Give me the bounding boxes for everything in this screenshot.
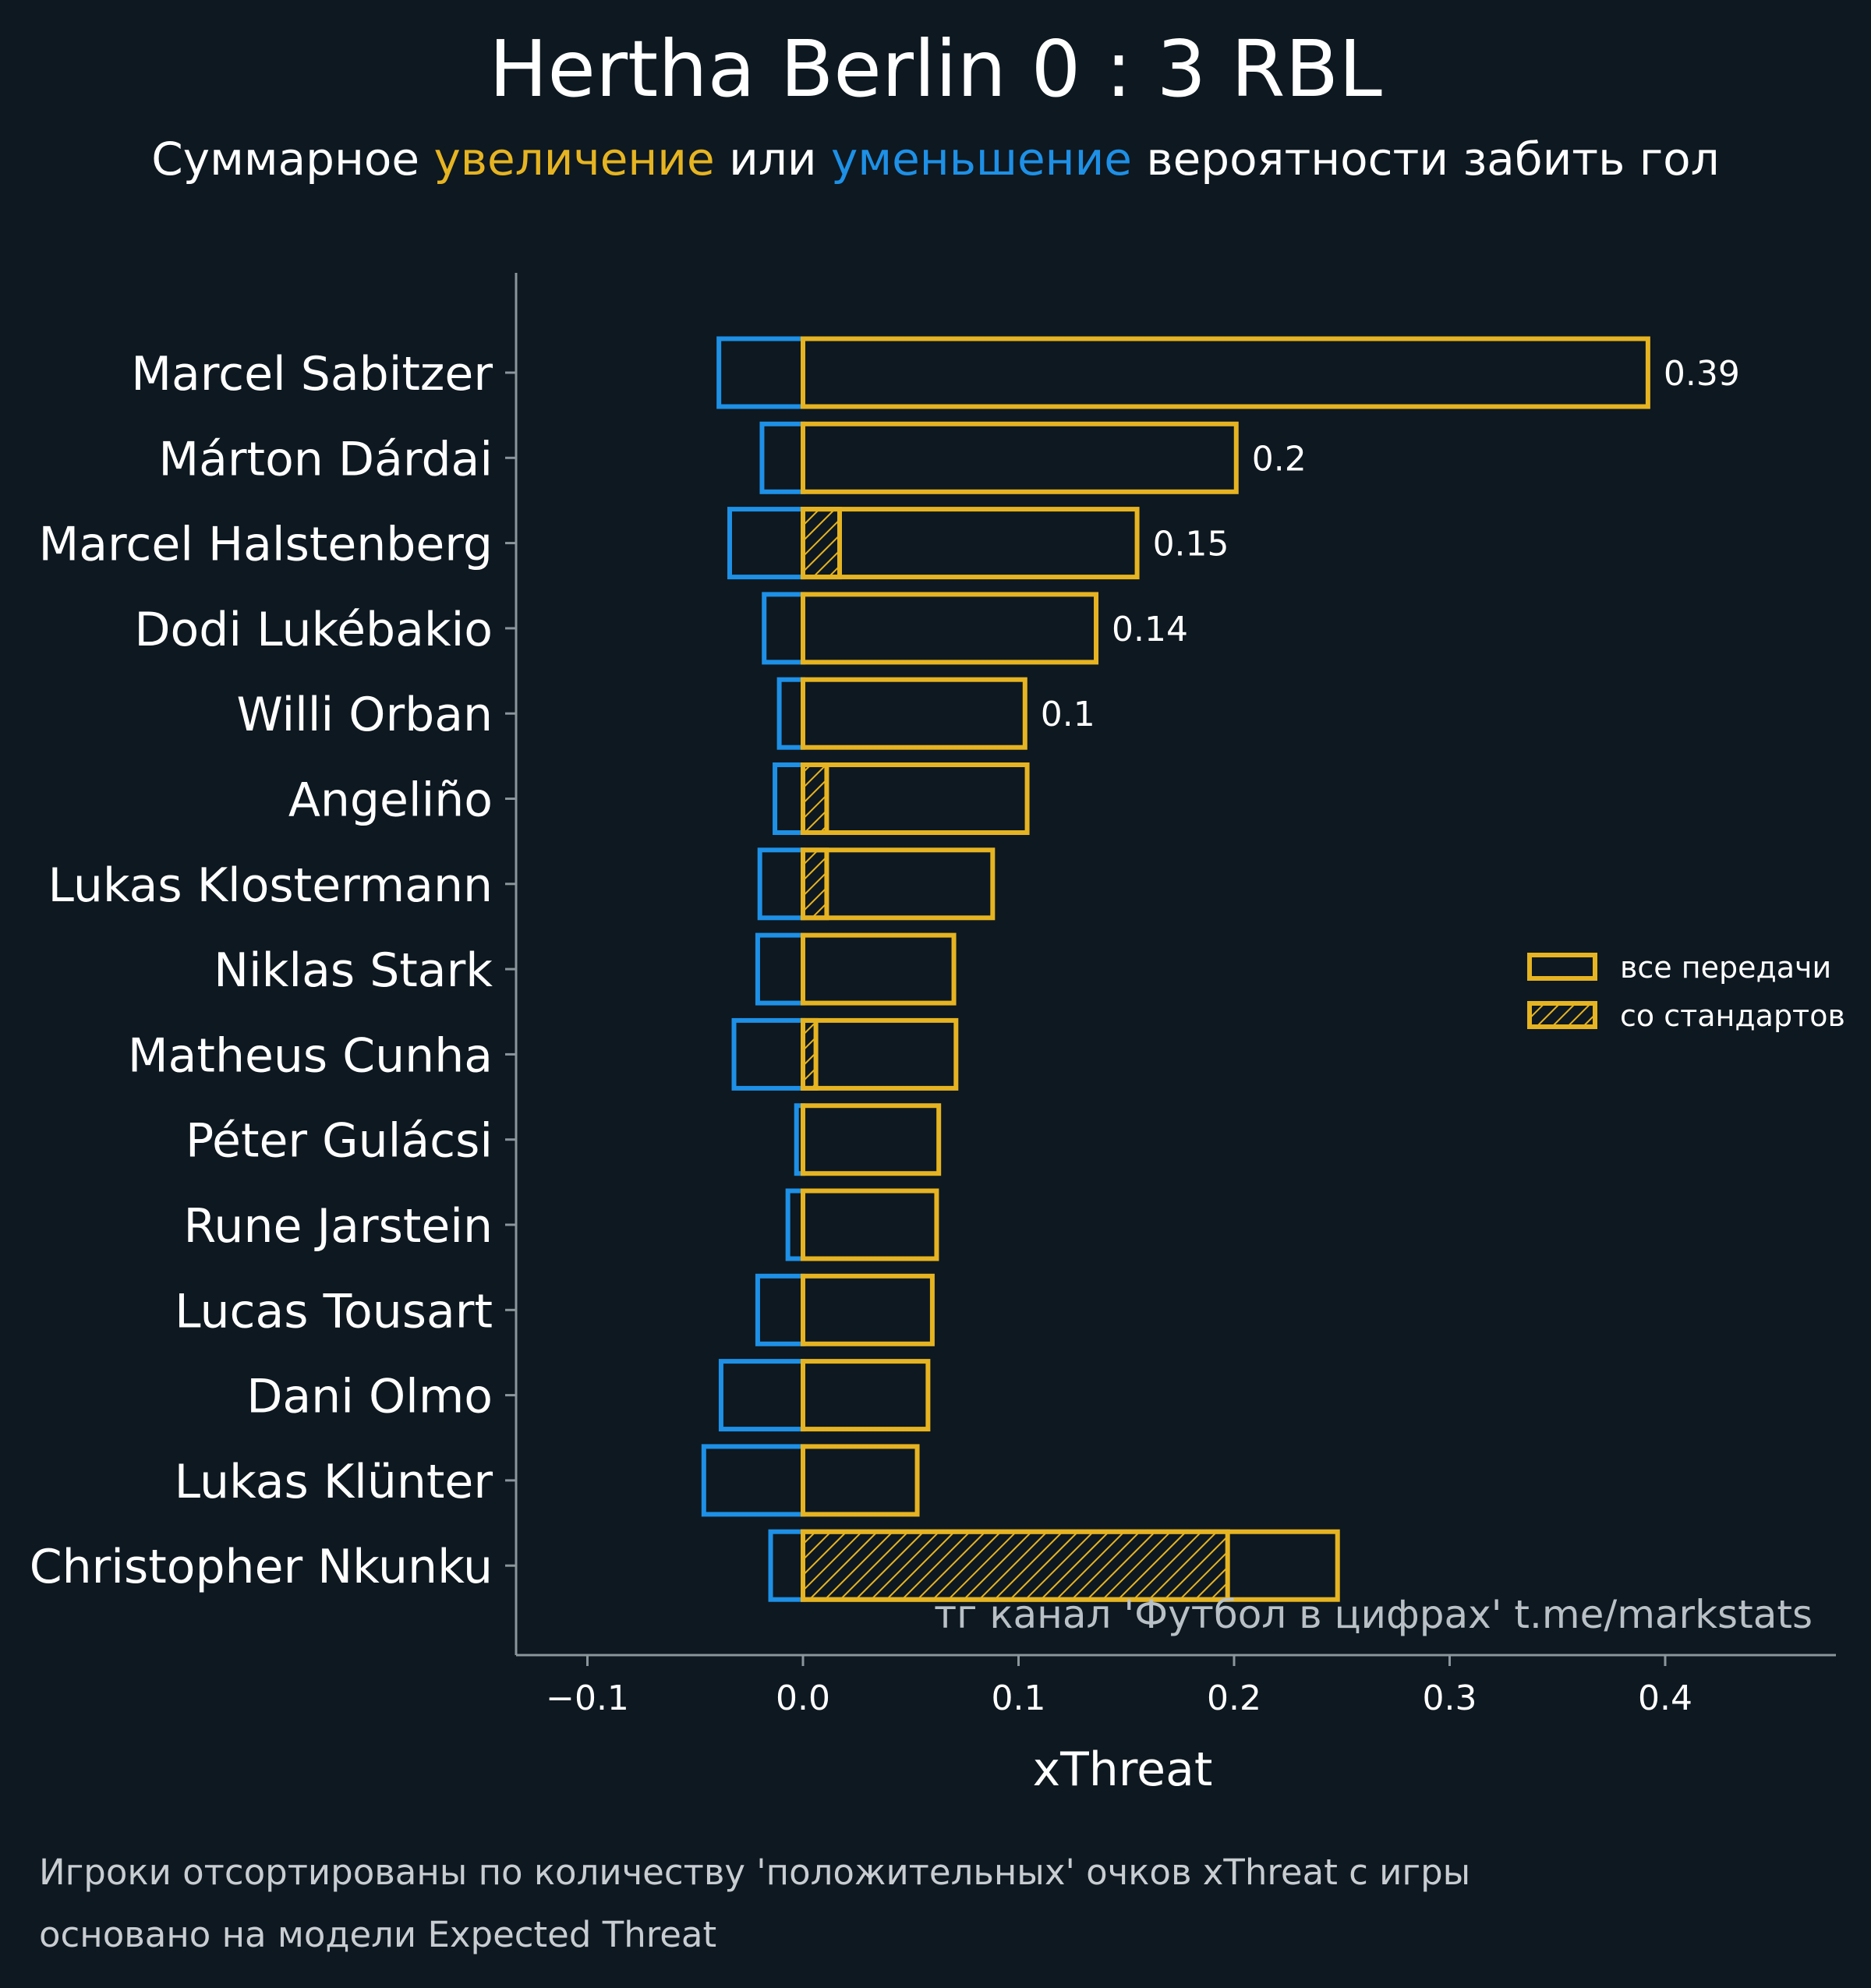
bar-value-label: 0.1 — [1041, 695, 1095, 734]
bar-value-label: 0.2 — [1252, 439, 1307, 479]
plot-area: −0.1 0.0 0.1 0.2 0.3 0.4 Marcel Sabitzer 0.39 Má… — [30, 273, 1836, 1718]
x-axis-label: xThreat — [1033, 1742, 1213, 1797]
bar-value-label: 0.39 — [1664, 354, 1740, 394]
bar-negative — [759, 421, 806, 494]
bar-negative — [716, 336, 805, 409]
bar-positive — [801, 336, 1650, 409]
bar-set-pieces — [801, 1529, 1230, 1602]
legend-swatch-set-pieces — [1527, 1001, 1597, 1029]
bar-positive — [801, 1529, 1340, 1602]
y-tick-label: Lukas Klostermann — [48, 858, 493, 913]
bar-positive — [801, 1273, 935, 1346]
y-tick-label: Christopher Nkunku — [30, 1540, 493, 1594]
y-tick-label: Marcel Sabitzer — [131, 347, 493, 401]
bar-positive — [801, 932, 957, 1006]
x-tick-label: −0.1 — [546, 1678, 629, 1718]
y-tick-label: Lucas Tousart — [175, 1284, 493, 1339]
bar-negative — [755, 1273, 805, 1346]
bar-negative — [755, 932, 805, 1006]
y-tick-label: Péter Gulácsi — [186, 1114, 493, 1169]
bar-positive — [801, 421, 1239, 494]
bar-negative — [773, 762, 805, 835]
x-tick-label: 0.2 — [1207, 1678, 1261, 1718]
y-tick-label: Niklas Stark — [214, 943, 493, 998]
subtitle-suffix: вероятности забить гол — [1131, 133, 1720, 186]
bar-positive — [801, 1103, 942, 1176]
subtitle-decrease: уменьшение — [831, 133, 1132, 186]
subtitle-middle: или — [714, 133, 832, 186]
bar-value-label: 0.15 — [1153, 525, 1229, 564]
bar-positive — [801, 847, 996, 921]
bar-set-pieces — [801, 507, 843, 580]
legend-swatch-all-passes — [1527, 953, 1597, 981]
bar-negative — [718, 1359, 805, 1432]
bar-negative — [701, 1444, 805, 1517]
x-tick-label: 0.0 — [776, 1678, 830, 1718]
y-tick-label: Rune Jarstein — [183, 1199, 493, 1254]
bar-negative — [768, 1529, 806, 1602]
chart-title: Hertha Berlin 0 : 3 RBL — [489, 23, 1382, 115]
y-tick-label: Matheus Cunha — [128, 1028, 493, 1083]
subtitle-increase: увеличение — [433, 133, 715, 186]
legend: все передачи со стандартов — [1527, 950, 1845, 1033]
subtitle-prefix: Суммарное — [151, 133, 434, 186]
y-tick-label: Lukas Klünter — [175, 1455, 493, 1509]
bar-positive — [801, 507, 1140, 580]
bar-negative — [731, 1017, 806, 1091]
y-tick-label: Marcel Halstenberg — [38, 518, 493, 572]
bar-negative — [776, 677, 806, 750]
footnote-sorting: Игроки отсортированы по количеству 'поло… — [39, 1852, 1471, 1893]
y-tick-label: Márton Dárdai — [158, 432, 493, 486]
bar-positive — [801, 1444, 920, 1517]
legend-label-set-pieces: со стандартов — [1620, 999, 1845, 1033]
bar-positive — [801, 762, 1030, 835]
bar-positive — [801, 1188, 939, 1261]
bar-negative — [762, 592, 805, 665]
x-tick-label: 0.4 — [1638, 1678, 1692, 1718]
bar-negative — [757, 847, 806, 921]
watermark: тг канал 'Футбол в цифрах' t.me/markstat… — [934, 1592, 1813, 1637]
x-tick-label: 0.3 — [1423, 1678, 1477, 1718]
legend-label-all-passes: все передачи — [1620, 950, 1831, 985]
y-tick-label: Dodi Lukébakio — [134, 603, 493, 657]
footnote-model: основано на модели Expected Threat — [39, 1914, 717, 1955]
chart-subtitle: Суммарное увеличение или уменьшение веро… — [0, 133, 1871, 186]
bar-negative — [727, 507, 805, 580]
bar-set-pieces — [801, 847, 829, 921]
bar-set-pieces — [801, 762, 829, 835]
x-tick-label: 0.1 — [992, 1678, 1046, 1718]
bar-positive — [801, 1017, 959, 1091]
y-tick-label: Willi Orban — [236, 688, 493, 742]
bar-value-label: 0.14 — [1112, 610, 1188, 649]
y-tick-label: Dani Olmo — [246, 1370, 493, 1424]
bar-positive — [801, 677, 1027, 750]
bar-positive — [801, 1359, 931, 1432]
bar-positive — [801, 592, 1099, 665]
y-tick-label: Angeliño — [288, 773, 493, 828]
